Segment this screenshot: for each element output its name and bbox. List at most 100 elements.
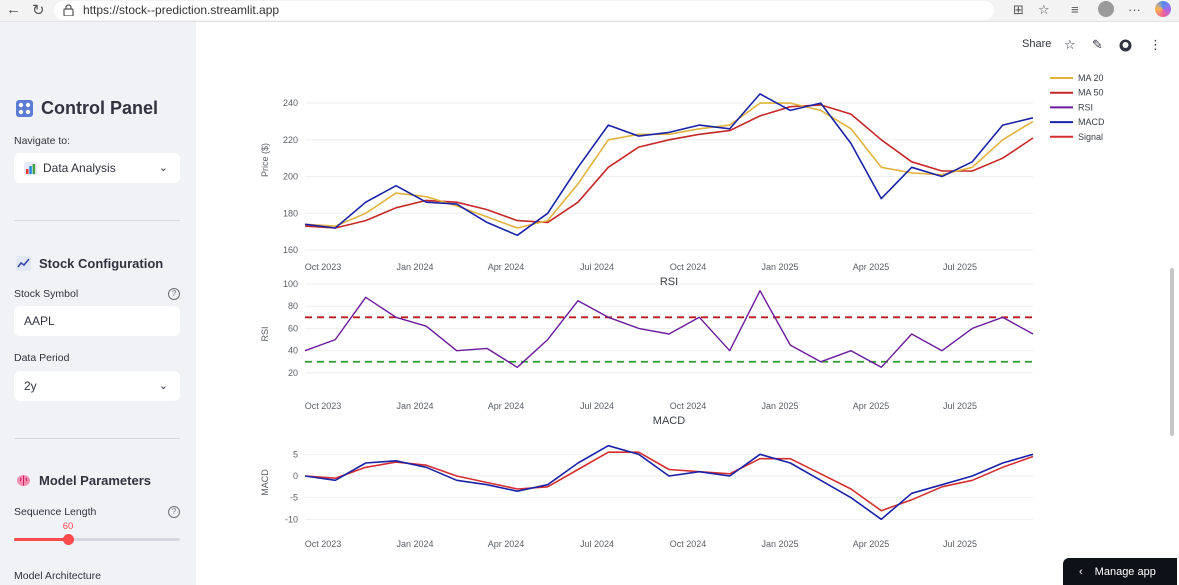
y-tick-label: -10 xyxy=(285,514,298,524)
help-icon[interactable]: ? xyxy=(168,288,180,300)
star-icon[interactable]: ☆ xyxy=(1064,37,1076,52)
y-tick-label: 100 xyxy=(283,279,298,289)
chevron-left-icon: ‹ xyxy=(1079,565,1083,578)
back-arrow-icon[interactable]: ← xyxy=(6,1,21,18)
x-tick-label: Apr 2025 xyxy=(853,539,890,549)
x-tick-label: Apr 2025 xyxy=(853,401,890,411)
x-tick-label: Oct 2024 xyxy=(670,539,707,549)
x-tick-label: Apr 2024 xyxy=(488,262,525,272)
y-tick-label: 0 xyxy=(293,471,298,481)
y-tick-label: 60 xyxy=(288,323,298,333)
legend-entry: MA 50 xyxy=(1078,88,1104,98)
edit-pencil-icon[interactable]: ✎ xyxy=(1092,37,1103,52)
series-line-ma-20 xyxy=(304,102,1034,229)
github-icon[interactable] xyxy=(1119,39,1132,52)
apps-icon[interactable]: ⊞ xyxy=(1013,2,1024,17)
address-bar[interactable]: https://stock--prediction.streamlit.app xyxy=(54,1,994,20)
legend-entry: MA 20 xyxy=(1078,73,1104,83)
reload-icon[interactable]: ↻ xyxy=(32,2,45,19)
x-tick-label: Jan 2024 xyxy=(396,262,433,272)
divider xyxy=(14,220,180,221)
sequence-length-value: 60 xyxy=(62,521,74,532)
chevron-down-icon: ⌄ xyxy=(158,380,168,392)
x-tick-label: Apr 2024 xyxy=(488,401,525,411)
x-tick-label: Jul 2024 xyxy=(580,539,614,549)
stock-config-header: Stock Configuration xyxy=(16,256,163,271)
y-tick-label: 200 xyxy=(283,172,298,182)
y-tick-label: 220 xyxy=(283,135,298,145)
lock-icon xyxy=(63,4,74,16)
x-tick-label: Jul 2024 xyxy=(580,262,614,272)
sequence-length-slider-track[interactable] xyxy=(14,538,180,541)
y-tick-label: -5 xyxy=(290,493,298,503)
series-line-macd xyxy=(304,93,1034,237)
x-tick-label: Jan 2025 xyxy=(761,262,798,272)
share-button[interactable]: Share xyxy=(1022,38,1052,50)
x-tick-label: Oct 2023 xyxy=(305,539,342,549)
navigate-label: Navigate to: xyxy=(14,135,71,147)
chevron-down-icon: ⌄ xyxy=(158,162,168,174)
x-tick-label: Jul 2025 xyxy=(943,262,977,272)
x-tick-label: Oct 2023 xyxy=(305,262,342,272)
brain-icon xyxy=(17,475,30,486)
scrollbar[interactable] xyxy=(1170,268,1174,436)
more-icon[interactable]: ··· xyxy=(1128,2,1141,17)
series-line-ma-50 xyxy=(304,104,1034,229)
trend-chart-icon xyxy=(16,256,31,271)
browser-chrome: ← ↻ https://stock--prediction.streamlit.… xyxy=(0,0,1179,22)
help-icon[interactable]: ? xyxy=(168,506,180,518)
x-tick-label: Oct 2024 xyxy=(670,262,707,272)
x-tick-label: Apr 2025 xyxy=(853,262,890,272)
sequence-length-slider-fill xyxy=(14,538,69,541)
sequence-length-slider-thumb[interactable] xyxy=(63,534,75,545)
y-axis-label: Price ($) xyxy=(260,143,270,177)
x-tick-label: Jan 2025 xyxy=(761,539,798,549)
subplot-title: RSI xyxy=(660,276,678,288)
x-tick-label: Oct 2023 xyxy=(305,401,342,411)
series-line-signal xyxy=(304,451,1034,512)
control-knobs-icon xyxy=(16,100,33,117)
y-tick-label: 180 xyxy=(283,208,298,218)
sidebar: Control Panel Navigate to: Data Analysis… xyxy=(0,22,196,585)
data-period-label: Data Period xyxy=(14,352,70,364)
x-tick-label: Jan 2025 xyxy=(761,401,798,411)
series-line-rsi xyxy=(304,290,1034,368)
stock-symbol-label: Stock Symbol xyxy=(14,288,79,300)
model-architecture-label: Model Architecture xyxy=(14,570,101,582)
x-tick-label: Oct 2024 xyxy=(670,401,707,411)
y-tick-label: 40 xyxy=(288,346,298,356)
divider xyxy=(14,438,180,439)
legend-entry: MACD xyxy=(1078,117,1105,127)
x-tick-label: Jan 2024 xyxy=(396,401,433,411)
subplot-title: MACD xyxy=(653,415,685,427)
sidebar-title: Control Panel xyxy=(16,98,158,119)
x-tick-label: Jul 2025 xyxy=(943,401,977,411)
legend-entry: RSI xyxy=(1078,102,1093,112)
y-axis-label: RSI xyxy=(260,326,270,341)
x-tick-label: Jul 2024 xyxy=(580,401,614,411)
sequence-length-label: Sequence Length xyxy=(14,506,97,518)
url-text: https://stock--prediction.streamlit.app xyxy=(83,3,280,17)
copilot-icon[interactable] xyxy=(1155,1,1171,17)
profile-avatar[interactable] xyxy=(1098,1,1114,17)
manage-app-button[interactable]: ‹ Manage app xyxy=(1063,558,1177,585)
navigate-select[interactable]: Data Analysis ⌄ xyxy=(14,153,180,183)
model-params-header: Model Parameters xyxy=(16,473,151,488)
series-line-macd xyxy=(304,444,1034,521)
y-tick-label: 80 xyxy=(288,301,298,311)
x-tick-label: Jul 2025 xyxy=(943,539,977,549)
kebab-menu-icon[interactable]: ⋮ xyxy=(1149,37,1162,52)
legend-entry: Signal xyxy=(1078,132,1103,142)
y-tick-label: 160 xyxy=(283,245,298,255)
data-period-select[interactable]: 2y ⌄ xyxy=(14,371,180,401)
y-tick-label: 240 xyxy=(283,98,298,108)
favorites-list-icon[interactable]: ≡ xyxy=(1071,2,1079,17)
y-tick-label: 20 xyxy=(288,368,298,378)
stock-symbol-input[interactable]: AAPL xyxy=(14,306,180,336)
bar-chart-icon xyxy=(24,161,37,175)
x-tick-label: Jan 2024 xyxy=(396,539,433,549)
favorite-star-icon[interactable]: ☆ xyxy=(1038,2,1050,17)
y-tick-label: 5 xyxy=(293,449,298,459)
y-axis-label: MACD xyxy=(260,469,270,496)
